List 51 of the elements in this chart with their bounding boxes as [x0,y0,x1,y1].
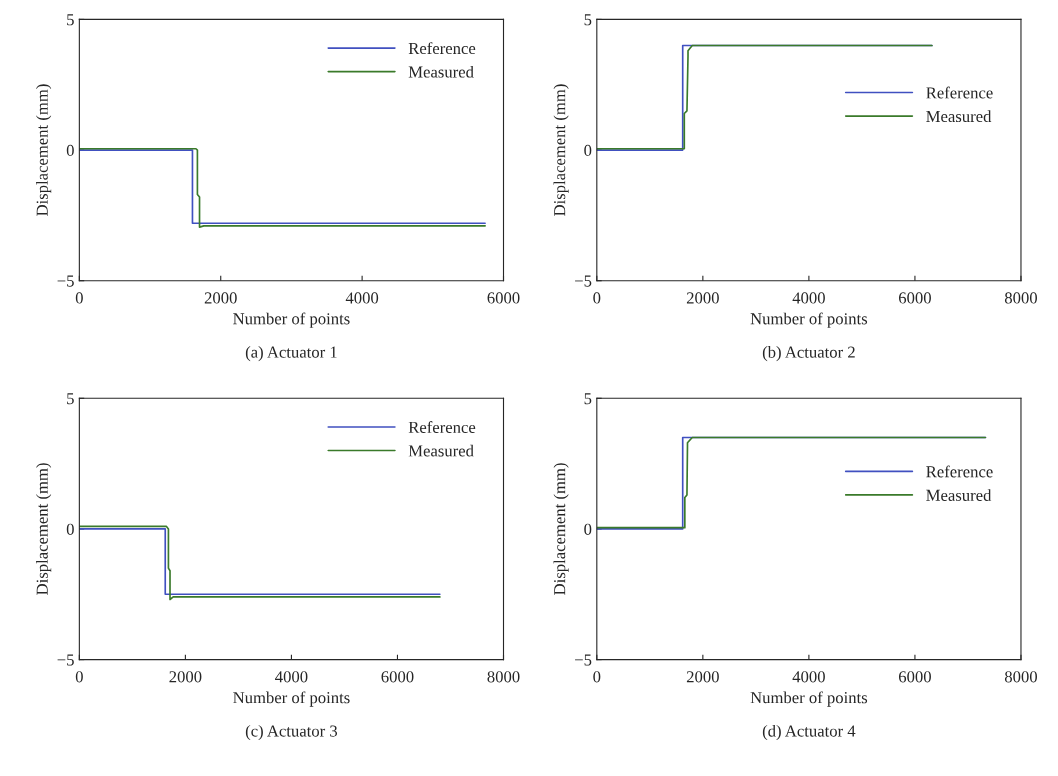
x-tick-label: 6000 [898,292,931,304]
y-axis-title: Displacement (mm) [553,84,569,216]
y-tick-label: 0 [584,523,592,535]
legend-label: Reference [926,86,993,99]
y-tick-label: 0 [66,523,74,535]
y-tick-label: 0 [66,144,74,156]
x-tick-label: 0 [75,671,83,683]
x-tick-label: 4000 [792,671,825,683]
x-tick-label: 4000 [792,292,825,304]
y-axis-title: Displacement (mm) [36,84,52,216]
x-tick-label: 6000 [487,292,520,304]
y-tick-label: −5 [57,654,74,666]
x-axis-title: Number of points [233,312,350,328]
text: (c) Actuator 3 [245,724,338,741]
x-tick-label: 8000 [487,671,520,683]
y-tick-label: 5 [67,14,74,26]
legend-label: Measured [926,110,992,123]
text: (a) Actuator 1 [245,346,337,362]
legend-label: Measured [926,489,992,501]
y-tick-label: 5 [584,14,592,26]
x-axis-title: Number of points [750,691,868,707]
x-tick-label: 2000 [686,671,719,683]
x-tick-label: 0 [593,292,601,304]
x-tick-label: 0 [75,292,83,304]
text: (b) Actuator 2 [762,346,855,362]
legend-label: Measured [408,444,474,457]
x-tick-label: 4000 [345,292,379,304]
x-tick-label: 4000 [275,671,308,683]
x-tick-label: 6000 [381,671,414,683]
x-tick-label: 8000 [1004,671,1037,683]
y-tick-label: −5 [575,654,592,666]
legend-label: Reference [408,421,476,433]
x-axis-title: Number of points [750,312,868,328]
y-tick-label: −5 [57,275,74,287]
y-tick-label: −5 [575,275,592,287]
y-axis-title: Displacement (mm) [553,463,569,595]
x-tick-label: 6000 [898,671,931,683]
y-axis-title: Displacement (mm) [36,463,52,595]
y-tick-label: 5 [67,393,74,405]
x-tick-label: 2000 [204,292,237,304]
x-tick-label: 2000 [169,671,202,683]
text: (d) Actuator 4 [762,724,856,741]
legend-label: Reference [408,42,476,55]
x-axis-title: Number of points [233,691,350,707]
x-tick-label: 0 [593,671,601,683]
x-tick-label: 2000 [686,292,719,304]
x-tick-label: 8000 [1004,292,1037,304]
legend-label: Reference [926,465,993,478]
y-tick-label: 0 [584,144,592,156]
legend-label: Measured [408,65,474,78]
y-tick-label: 5 [584,393,592,405]
